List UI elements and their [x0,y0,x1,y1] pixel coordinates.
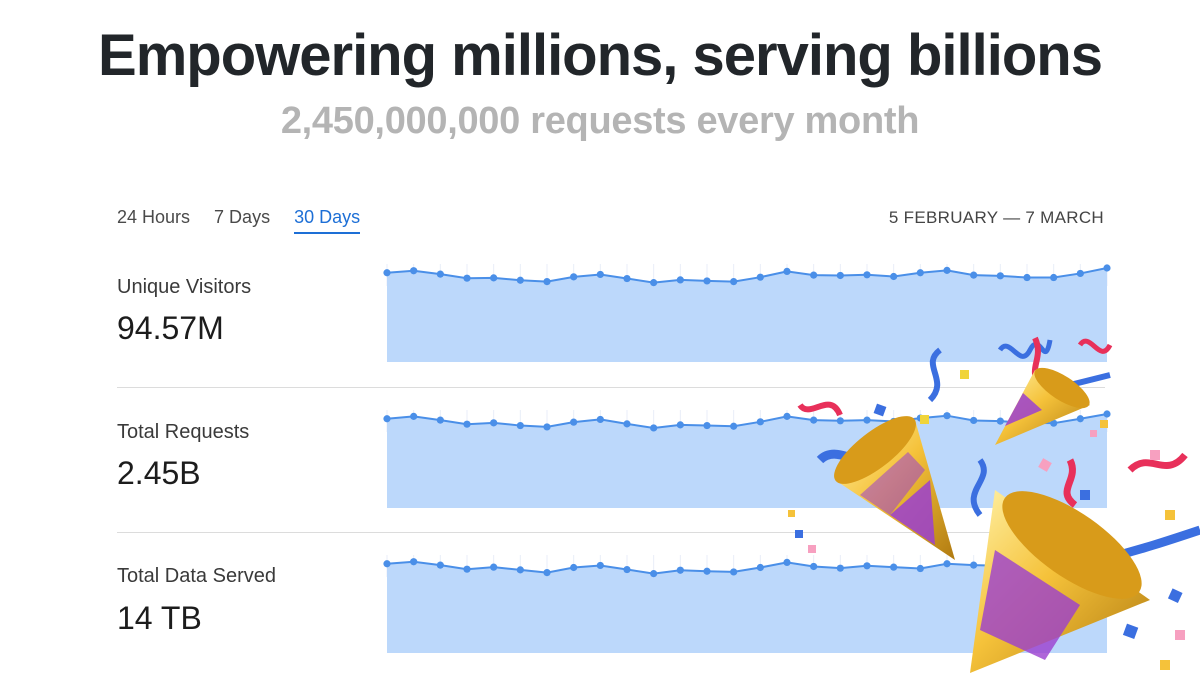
sparkline-point[interactable] [543,423,551,431]
sparkline-point[interactable] [756,273,764,281]
sparkline-point[interactable] [1076,269,1084,278]
sparkline-point[interactable] [996,417,1004,425]
sparkline-point[interactable] [863,416,871,424]
metric-value-total-requests: 2.45B [117,455,201,491]
sparkline-point[interactable] [463,420,471,428]
sparkline-point[interactable] [703,421,711,430]
sparkline-point[interactable] [596,270,604,279]
date-range: 5 FEBRUARY — 7 MARCH [888,208,1104,227]
sparkline-point[interactable] [490,563,498,571]
sparkline-point[interactable] [623,565,631,574]
sparkline-point[interactable] [410,412,418,420]
sparkline-point[interactable] [1103,410,1111,418]
sparkline-point[interactable] [1050,273,1058,282]
sparkline-point[interactable] [943,266,951,274]
sparkline-point[interactable] [943,560,951,568]
metric-label-total-requests: Total Requests [117,421,250,443]
tab-24-hours[interactable]: 24 Hours [117,207,191,227]
sparkline-point[interactable] [1103,264,1111,272]
sparkline-point[interactable] [623,420,631,428]
sparkline-point[interactable] [516,566,524,574]
time-range-tabs: 24 Hours 7 Days 30 Days [117,207,361,234]
sparkline-area [387,268,1107,362]
sparkline-line [386,413,1108,429]
divider [117,532,1105,533]
sparkline-point[interactable] [516,276,524,284]
sparkline-point[interactable] [996,272,1004,280]
sparkline-point[interactable] [756,563,764,572]
sparkline-point[interactable] [383,269,391,277]
sparkline-point[interactable] [676,566,684,574]
page-title: Empowering millions, serving billions [98,23,1103,88]
page-subtitle: 2,450,000,000 requests every month [280,100,920,142]
sparkline-point[interactable] [970,561,978,569]
sparkline-point[interactable] [516,421,524,430]
sparkline-point[interactable] [916,564,924,573]
metric-value-total-data-served: 14 TB [117,600,202,636]
sparkline-point[interactable] [703,567,711,575]
sparkline-point[interactable] [1076,415,1084,423]
sparkline-point[interactable] [436,561,444,569]
metric-value-unique-visitors: 94.57M [117,310,224,346]
sparkline-point[interactable] [810,416,818,424]
sparkline-point[interactable] [970,271,978,279]
sparkline-point[interactable] [596,561,604,570]
sparkline-point[interactable] [383,415,391,423]
sparkline-point[interactable] [650,424,658,432]
sparkline-point[interactable] [863,562,871,570]
sparkline-point[interactable] [783,412,791,420]
sparkline-point[interactable] [836,417,844,425]
divider [117,387,1105,388]
sparkline-point[interactable] [490,419,498,427]
sparkline-point[interactable] [756,418,764,426]
sparkline-point[interactable] [676,276,684,284]
sparkline-point[interactable] [410,267,418,275]
sparkline-point[interactable] [463,274,471,282]
sparkline-point[interactable] [703,277,711,285]
sparkline-point[interactable] [650,279,658,287]
sparkline-point[interactable] [1023,273,1031,282]
sparkline-point[interactable] [783,558,791,566]
metric-label-total-data-served: Total Data Served [117,565,276,587]
party-popper-icon [788,336,1200,673]
sparkline-point[interactable] [543,569,551,577]
sparkline-point[interactable] [916,269,924,277]
sparkline-point[interactable] [730,278,738,286]
sparkline-point[interactable] [650,570,658,578]
sparkline-point[interactable] [1050,419,1058,427]
sparkline-point[interactable] [863,271,871,279]
sparkline-point[interactable] [890,563,898,571]
sparkline-point[interactable] [836,564,844,572]
sparkline-point[interactable] [543,278,551,286]
sparkline-point[interactable] [570,273,578,281]
sparkline-point[interactable] [463,565,471,573]
sparkline-point[interactable] [783,267,791,275]
tab-7-days[interactable]: 7 Days [214,207,271,227]
sparkline-point[interactable] [490,274,498,282]
sparkline-point[interactable] [730,568,738,576]
sparkline-point[interactable] [410,558,418,566]
sparkline-area [387,559,1107,653]
sparkline-point[interactable] [436,270,444,278]
sparkline-line [386,267,1108,284]
sparkline-point[interactable] [570,563,578,572]
sparkline-point[interactable] [676,421,684,429]
sparkline-point[interactable] [943,412,951,420]
sparkline-point[interactable] [836,271,844,280]
sparkline-point[interactable] [383,560,391,568]
sparkline-point[interactable] [570,418,578,426]
sparkline-point[interactable] [623,274,631,283]
sparkline-point[interactable] [596,415,604,424]
sparkline-point[interactable] [730,422,738,430]
tab-30-days[interactable]: 30 Days [294,207,361,234]
sparkline-point[interactable] [810,271,818,279]
sparkline-point[interactable] [890,272,898,281]
sparkline-point[interactable] [970,416,978,425]
unique-visitors-sparkline [383,264,1111,362]
sparkline-point[interactable] [436,416,444,424]
sparkline-point[interactable] [810,562,818,571]
metric-label-unique-visitors: Unique Visitors [117,276,252,298]
